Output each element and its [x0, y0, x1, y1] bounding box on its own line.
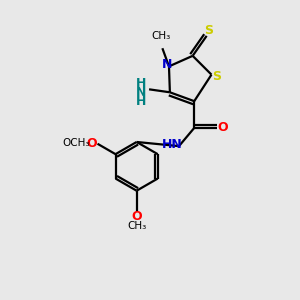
Text: H: H	[136, 77, 146, 91]
Text: CH₃: CH₃	[127, 221, 146, 231]
Text: N: N	[161, 58, 172, 71]
Text: S: S	[204, 24, 213, 37]
Text: HN: HN	[162, 138, 183, 151]
Text: N: N	[136, 86, 146, 99]
Text: O: O	[87, 137, 98, 150]
Text: O: O	[217, 122, 228, 134]
Text: S: S	[212, 70, 221, 83]
Text: H: H	[136, 95, 146, 108]
Text: O: O	[131, 210, 142, 224]
Text: OCH₃: OCH₃	[62, 138, 90, 148]
Text: CH₃: CH₃	[151, 31, 170, 41]
